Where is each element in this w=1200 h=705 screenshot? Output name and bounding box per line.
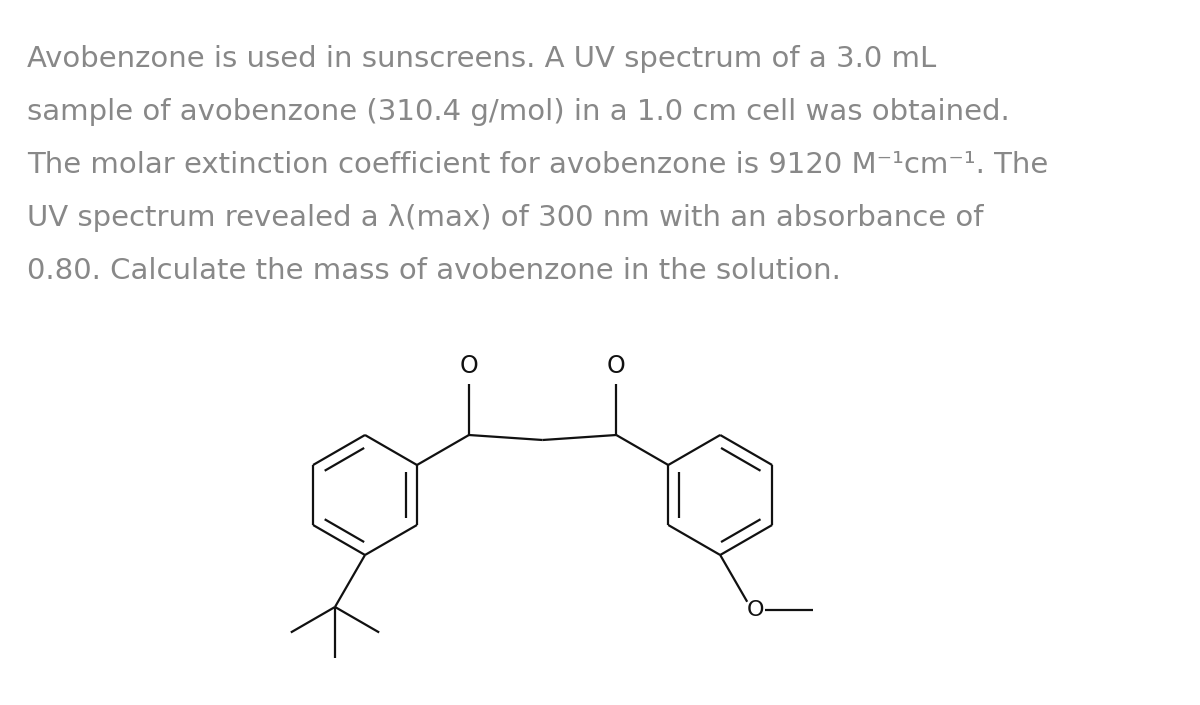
Text: O: O <box>746 600 764 620</box>
Text: O: O <box>460 354 479 378</box>
Text: The molar extinction coefficient for avobenzone is 9120 M⁻¹cm⁻¹. The: The molar extinction coefficient for avo… <box>28 151 1049 179</box>
Text: O: O <box>607 354 625 378</box>
Text: Avobenzone is used in sunscreens. A UV spectrum of a 3.0 mL: Avobenzone is used in sunscreens. A UV s… <box>28 45 936 73</box>
Text: 0.80. Calculate the mass of avobenzone in the solution.: 0.80. Calculate the mass of avobenzone i… <box>28 257 841 285</box>
Text: sample of avobenzone (310.4 g/mol) in a 1.0 cm cell was obtained.: sample of avobenzone (310.4 g/mol) in a … <box>28 98 1009 126</box>
Text: UV spectrum revealed a λ(max) of 300 nm with an absorbance of: UV spectrum revealed a λ(max) of 300 nm … <box>28 204 984 232</box>
